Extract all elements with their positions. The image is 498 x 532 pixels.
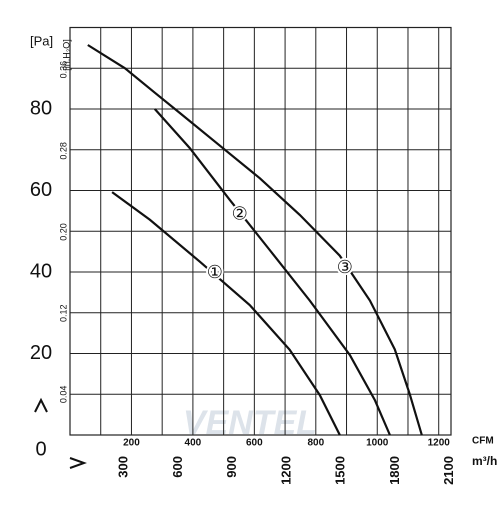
right-arrow [69,457,87,469]
x2-tick-label: 1500 [333,456,348,485]
y2-axis-label: [in.H₂O] [61,39,71,71]
y2-tick-label: 0.20 [58,223,68,241]
x-tick-label: 1000 [366,438,389,449]
x-tick-label: 600 [246,438,263,449]
x-axis-label: CFM [472,436,494,447]
y-tick-label: 60 [30,179,52,201]
curve [153,108,391,436]
y-tick-label: 40 [30,260,52,282]
x2-tick-label: 600 [170,456,185,478]
y2-tick-label: 0.04 [58,386,68,404]
x-tick-label: 800 [307,438,324,449]
x-tick-label: 1200 [428,438,451,449]
x2-tick-label: 1800 [387,456,402,485]
curve-label: ② [232,204,248,224]
y2-tick-label: 0.28 [58,142,68,160]
x2-tick-label: 2100 [441,456,456,485]
x-tick-label: 200 [123,438,140,449]
y-tick-label: 20 [30,342,52,364]
y2-tick-label: 0.12 [58,304,68,322]
curve [87,44,423,436]
y2-tick-label: 0.36 [58,61,68,79]
y-tick-label: 0 [35,438,46,460]
x-tick-label: 400 [185,438,202,449]
up-arrow [34,397,48,413]
x2-tick-label: 900 [224,456,239,478]
x2-axis-label: m³/h [472,454,497,468]
x2-tick-label: 1200 [278,456,293,485]
y-axis-label: [Pa] [30,33,53,48]
curve [111,191,341,436]
curve-label: ① [207,262,223,282]
watermark: VENTEL [183,404,317,442]
curve-label: ③ [337,257,353,277]
x2-tick-label: 300 [116,456,131,478]
plot-frame [69,26,452,436]
y-tick-label: 80 [30,97,52,119]
